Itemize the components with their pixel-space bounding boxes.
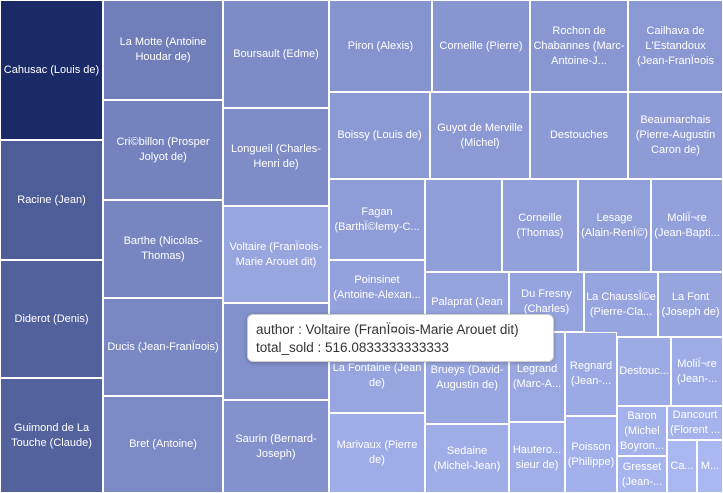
treemap-cell-label: Legrand (Marc-A... [512, 363, 562, 390]
treemap-cell-label: Voltaire (FranÏ¤ois-Marie Arouet dit) [229, 240, 323, 268]
treemap-cell-label: Diderot (Denis) [14, 312, 89, 325]
treemap-cell-label: La Font (Joseph de) [661, 290, 720, 318]
tooltip-total-sold: total_sold : 516.0833333333333 [256, 340, 449, 355]
treemap-cell-label: Boissy (Louis de) [337, 129, 422, 141]
treemap-cell-label: Gresset (Jean-... [621, 460, 663, 488]
treemap-cell-label: Guyot de Merville (Michel) [437, 121, 523, 149]
treemap-cell[interactable]: Marivaux (Pierre de) [329, 413, 425, 493]
treemap-cell-label: Ducis (Jean-FranÏ¤ois) [107, 340, 219, 353]
treemap-cell-label: Cahusac (Louis de) [3, 63, 100, 76]
treemap-cell[interactable]: La Motte (Antoine Houdar de) [103, 0, 223, 100]
treemap-cell-label: Marivaux (Pierre de) [336, 439, 418, 466]
treemap-cell[interactable]: Gresset (Jean-... [617, 456, 667, 493]
treemap-cell[interactable]: Diderot (Denis) [0, 260, 103, 378]
treemap-cell-label: Piron (Alexis) [347, 39, 414, 52]
treemap-cell-label: Fagan (BarthÏ©lemy-C... [334, 205, 420, 233]
treemap-cell-label: Sedaine (Michel-Jean) [433, 444, 501, 472]
treemap-cell[interactable]: La Font (Joseph de) [658, 272, 723, 337]
treemap-cell[interactable]: Sedaine (Michel-Jean) [425, 424, 509, 493]
treemap-cell[interactable]: Cahusac (Louis de) [0, 0, 103, 140]
treemap-cell[interactable]: Rochon de Chabannes (Marc-Antoine-J... [530, 0, 628, 92]
treemap-cell-label: Ca... [670, 460, 694, 472]
treemap-cell-label: Lesage (Alain-RenÏ©) [581, 211, 648, 239]
treemap-cell-label: Rochon de Chabannes (Marc-Antoine-J... [533, 24, 625, 67]
treemap-cell[interactable]: Dancourt (Florent ... [667, 406, 723, 440]
treemap-cell[interactable]: Barthe (Nicolas-Thomas) [103, 200, 223, 298]
treemap-cell[interactable]: Poisson (Philippe) [565, 416, 617, 493]
treemap-cell[interactable]: Poinsinet (Antoine-Alexan... [329, 260, 425, 316]
treemap-cell[interactable]: Racine (Jean) [0, 140, 103, 260]
treemap-cell-label: Poinsinet (Antoine-Alexan... [333, 274, 421, 301]
treemap-cell[interactable]: La ChaussÏ©e (Pierre-Cla... [584, 272, 658, 337]
treemap-cell[interactable]: Fagan (BarthÏ©lemy-C... [329, 179, 425, 260]
treemap-cell[interactable]: Guyot de Merville (Michel) [430, 92, 530, 179]
treemap-cell-label: Dancourt (Florent ... [669, 409, 721, 436]
tooltip: author : Voltaire (FranÏ¤ois-Marie Aroue… [247, 314, 554, 362]
treemap-cell[interactable]: Longueil (Charles-Henri de) [223, 108, 329, 206]
treemap-cell-label: Beaumarchais (Pierre-Augustin Caron de) [635, 114, 716, 156]
treemap-cell[interactable]: Baron (Michel Boyron... [617, 406, 667, 456]
treemap-cell-label: Guimond de La Touche (Claude) [11, 421, 92, 449]
treemap-cell-label: Longueil (Charles-Henri de) [231, 143, 321, 170]
tooltip-author: author : Voltaire (FranÏ¤ois-Marie Aroue… [256, 322, 519, 337]
treemap-cell[interactable]: Ca... [667, 440, 697, 493]
treemap-cell[interactable]: Destouches [530, 92, 628, 179]
treemap-cell-label: La Fontaine (Jean de) [332, 362, 422, 389]
treemap-cell-label: Corneille (Thomas) [516, 211, 564, 239]
treemap-cell[interactable]: Corneille (Thomas) [502, 179, 578, 272]
treemap-cell[interactable]: M... [697, 440, 723, 493]
treemap-cell-label: Bret (Antoine) [129, 438, 197, 450]
treemap-cell-label: Racine (Jean) [17, 193, 86, 206]
treemap-cell[interactable]: MoliÏ¬re (Jean-... [671, 337, 723, 406]
treemap-cell[interactable]: Legrand (Marc-A... [509, 332, 565, 422]
treemap-cell-label: La Motte (Antoine Houdar de) [119, 36, 207, 63]
treemap-cell-label: Brueys (David-Augustin de) [430, 364, 504, 391]
treemap-cell[interactable]: Boursault (Edme) [223, 0, 329, 108]
treemap-cell-label: Hautero... sieur de) [512, 443, 562, 471]
treemap-cell[interactable]: Piron (Alexis) [329, 0, 432, 92]
treemap-cell[interactable] [425, 179, 502, 272]
treemap-cell-label: Du Fresny (Charles) [521, 288, 572, 315]
treemap-cell-label: MoliÏ¬re (Jean-... [676, 357, 718, 385]
treemap-cell[interactable]: Hautero... sieur de) [509, 422, 565, 493]
treemap-cell-label: Boursault (Edme) [233, 47, 319, 60]
treemap-cell[interactable]: Corneille (Pierre) [432, 0, 530, 92]
treemap-cell[interactable]: Bret (Antoine) [103, 396, 223, 493]
treemap-cell-label: Cri©billon (Prosper Jolyot de) [116, 136, 210, 163]
treemap-cell[interactable]: Beaumarchais (Pierre-Augustin Caron de) [628, 92, 723, 179]
treemap-cell[interactable]: Regnard (Jean-... [565, 332, 617, 416]
treemap-cell-label: La ChaussÏ©e (Pierre-Cla... [586, 290, 656, 318]
treemap-cell[interactable]: Cri©billon (Prosper Jolyot de) [103, 100, 223, 200]
treemap-cell[interactable]: Destouc... [617, 337, 671, 406]
treemap-cell-label: M... [700, 460, 720, 472]
treemap-cell[interactable]: MoliÏ¬re (Jean-Bapti... [651, 179, 723, 272]
treemap-cell-label: Destouc... [619, 365, 669, 377]
treemap-cell-label: Poisson (Philippe) [567, 440, 615, 468]
treemap-cell-label: Saurin (Bernard-Joseph) [235, 432, 317, 460]
treemap-cell-label: Corneille (Pierre) [439, 39, 523, 52]
treemap-cell-label: Regnard (Jean-... [569, 360, 613, 387]
treemap-cell[interactable]: Ducis (Jean-FranÏ¤ois) [103, 298, 223, 396]
treemap-cell[interactable]: Saurin (Bernard-Joseph) [223, 400, 329, 493]
treemap-cell-label: Baron (Michel Boyron... [619, 409, 665, 452]
treemap-cell[interactable]: Voltaire (FranÏ¤ois-Marie Arouet dit) [223, 206, 329, 303]
treemap-cell-label: Palaprat (Jean [431, 295, 503, 308]
treemap-cell[interactable]: Cailhava de L'Estandoux (Jean-FranÏ¤ois [628, 0, 723, 92]
treemap-cell[interactable]: Lesage (Alain-RenÏ©) [578, 179, 651, 272]
treemap-cell-label: Cailhava de L'Estandoux (Jean-FranÏ¤ois [636, 24, 715, 67]
treemap-cell-label: Destouches [549, 129, 609, 141]
treemap-cell[interactable]: Guimond de La Touche (Claude) [0, 378, 103, 493]
treemap-cell[interactable]: Boissy (Louis de) [329, 92, 430, 179]
treemap-cell-label: Barthe (Nicolas-Thomas) [123, 235, 203, 262]
treemap-cell-label: MoliÏ¬re (Jean-Bapti... [654, 211, 720, 239]
